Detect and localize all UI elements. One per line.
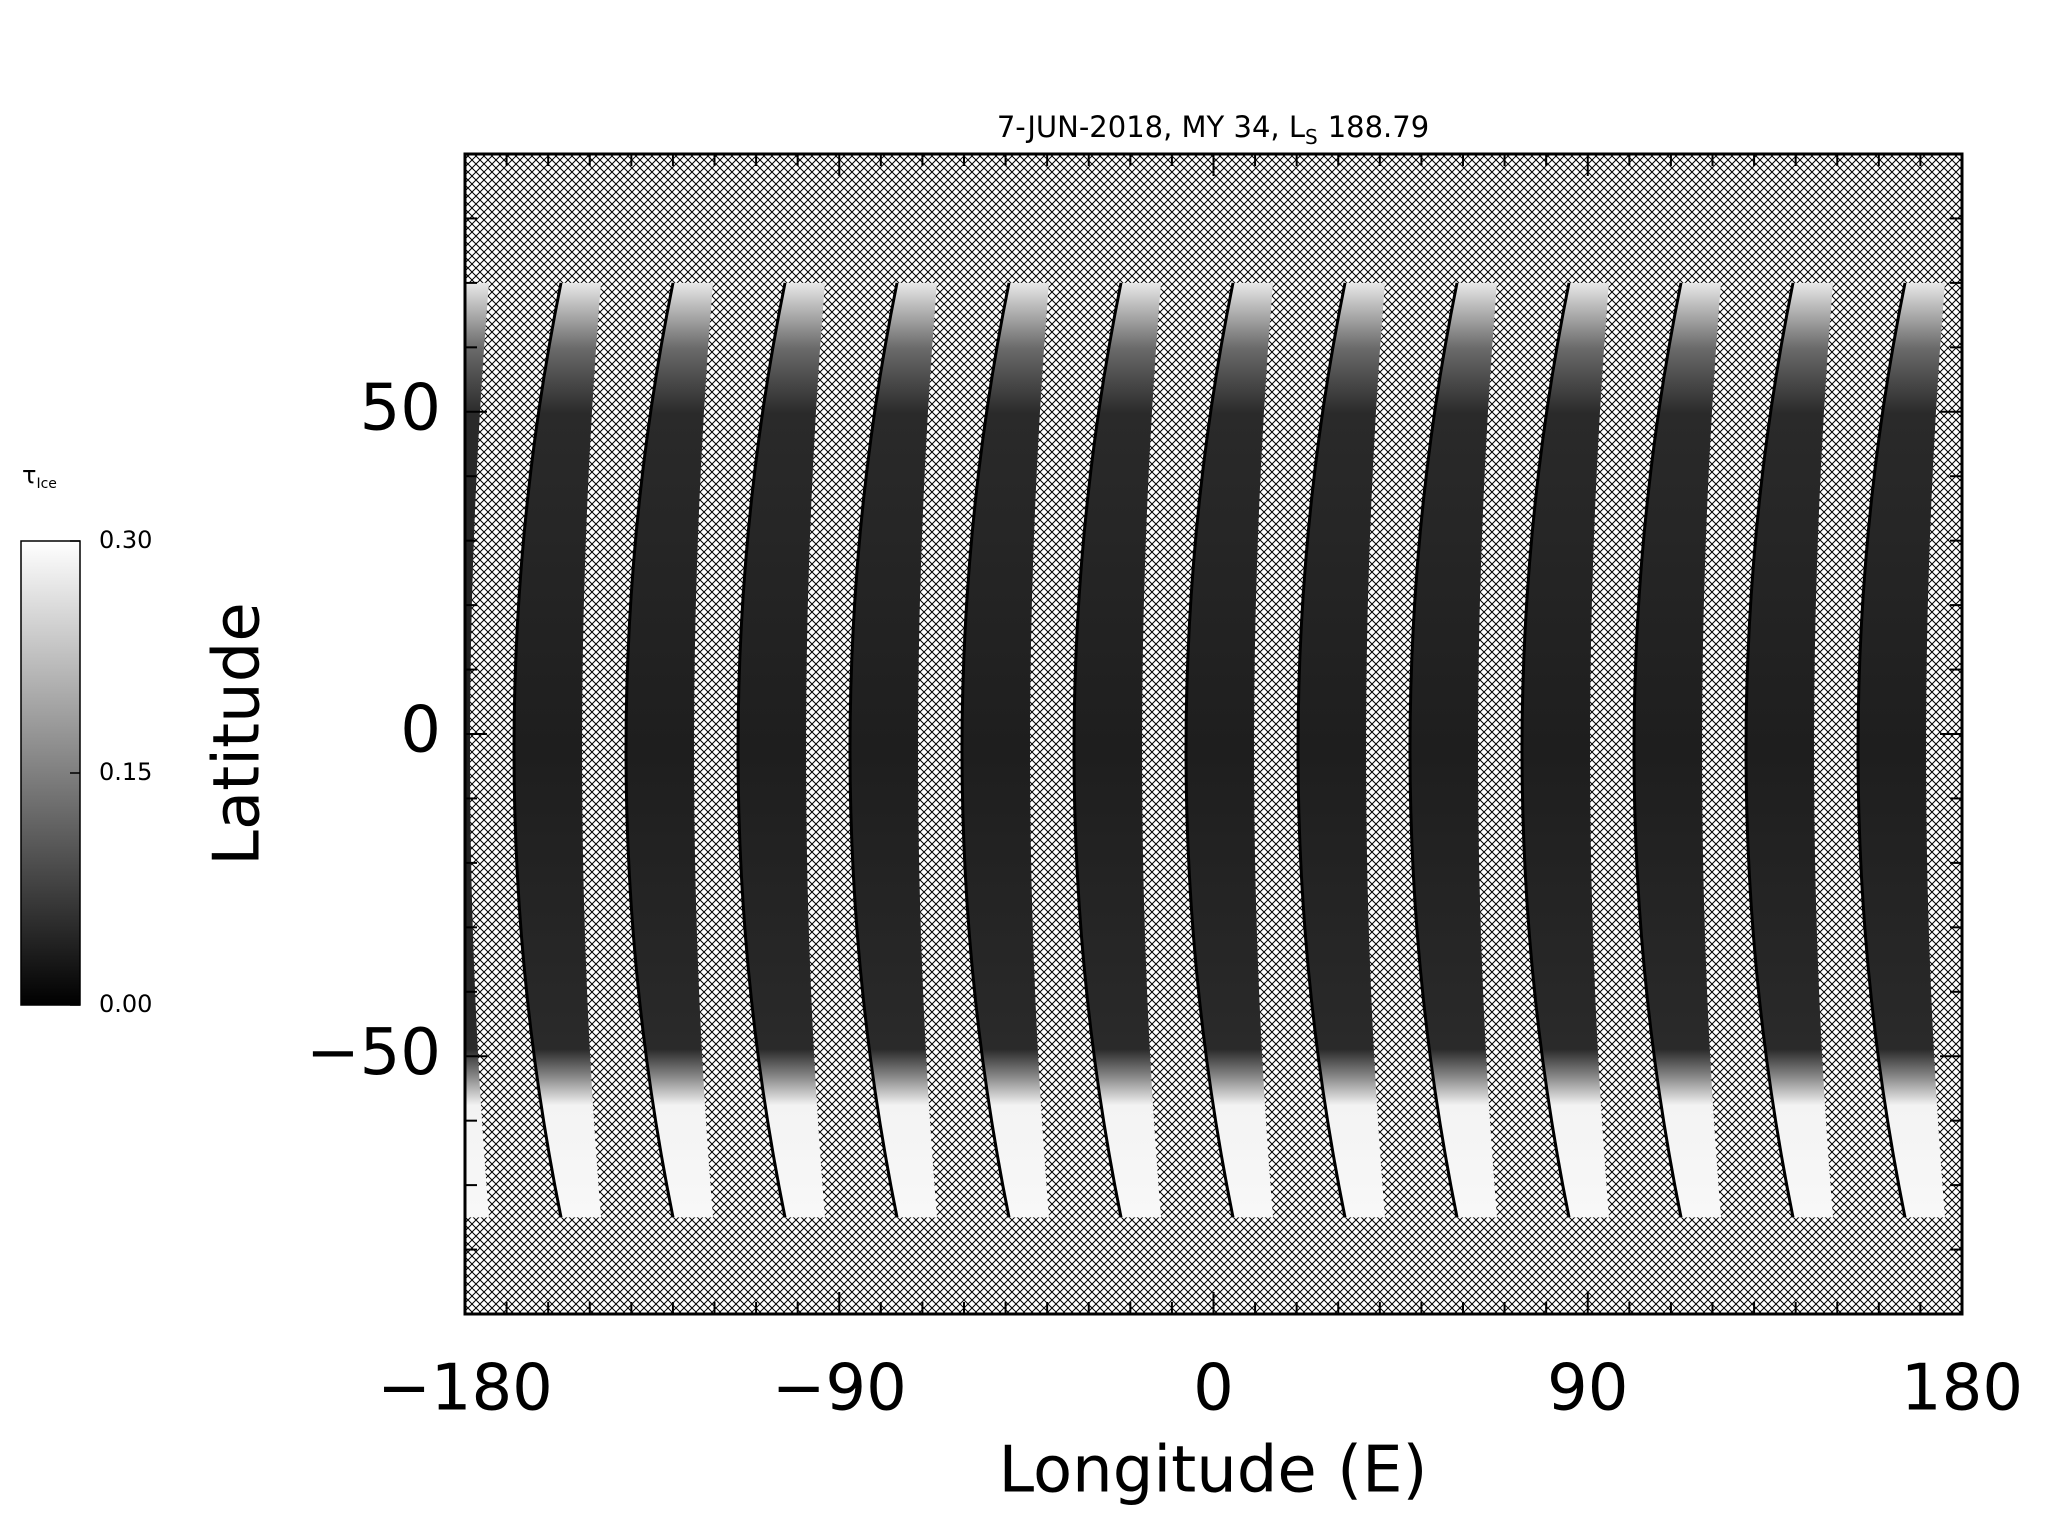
swath-gap bbox=[1702, 282, 1793, 1218]
swath-gap bbox=[1590, 282, 1681, 1218]
swath-gap bbox=[694, 282, 785, 1218]
x-tick-label: 0 bbox=[1193, 1352, 1234, 1426]
x-tick-label: 90 bbox=[1547, 1352, 1628, 1426]
swath-edge bbox=[1072, 282, 1123, 1218]
x-tick-label: 180 bbox=[1901, 1352, 2023, 1426]
y-tick-label: 50 bbox=[360, 371, 441, 445]
colorbar-label: τIce bbox=[22, 461, 57, 492]
y-tick-label: 0 bbox=[400, 694, 441, 768]
title-main: 7-JUN-2018, MY 34, L bbox=[997, 110, 1305, 144]
swath-gap bbox=[1926, 282, 1962, 1218]
title-suffix: 188.79 bbox=[1328, 110, 1429, 144]
swath-gap bbox=[582, 282, 673, 1218]
title-subscript: S bbox=[1305, 125, 1318, 149]
swath-edge bbox=[1970, 283, 2017, 1217]
swath-gap bbox=[806, 282, 897, 1218]
swath-gap bbox=[2038, 283, 2048, 1217]
swath-gap bbox=[1030, 282, 1121, 1218]
colorbar-tick-label: 0.00 bbox=[99, 990, 152, 1018]
swath-gap bbox=[918, 282, 1009, 1218]
swath-edge bbox=[1632, 282, 1683, 1218]
colorbar-subscript: Ice bbox=[36, 476, 56, 492]
swath-edge bbox=[960, 282, 1011, 1218]
colorbar-symbol: τ bbox=[22, 461, 36, 489]
colorbar-tick-label: 0.30 bbox=[99, 526, 152, 554]
swath-gap bbox=[1478, 282, 1569, 1218]
swath-edge bbox=[848, 282, 899, 1218]
swath-gap bbox=[1254, 282, 1345, 1218]
plot-area bbox=[465, 154, 2048, 1314]
x-axis-label: Longitude (E) bbox=[998, 1434, 1427, 1508]
chart-title: 7-JUN-2018, MY 34, LS 188.79 bbox=[997, 110, 1429, 149]
swath-edge bbox=[1520, 282, 1571, 1218]
swath-edge bbox=[1856, 282, 1907, 1218]
colorbar-tick-label: 0.15 bbox=[99, 758, 152, 786]
swath-edge bbox=[736, 282, 787, 1218]
swath-gap bbox=[1814, 282, 1905, 1218]
swath-gap bbox=[1142, 282, 1233, 1218]
swath-gap bbox=[1366, 282, 1457, 1218]
y-axis-label: Latitude bbox=[201, 602, 275, 865]
x-tick-label: −90 bbox=[772, 1352, 907, 1426]
swath-edge bbox=[624, 282, 675, 1218]
y-tick-label: −50 bbox=[306, 1016, 441, 1090]
swath-gap bbox=[470, 282, 561, 1218]
swath-edge bbox=[512, 282, 563, 1218]
swath-edge bbox=[1296, 282, 1347, 1218]
swath-edge bbox=[1744, 282, 1795, 1218]
swath-edge bbox=[1184, 282, 1235, 1218]
swath-edge bbox=[1408, 282, 1459, 1218]
x-tick-label: −180 bbox=[377, 1352, 553, 1426]
